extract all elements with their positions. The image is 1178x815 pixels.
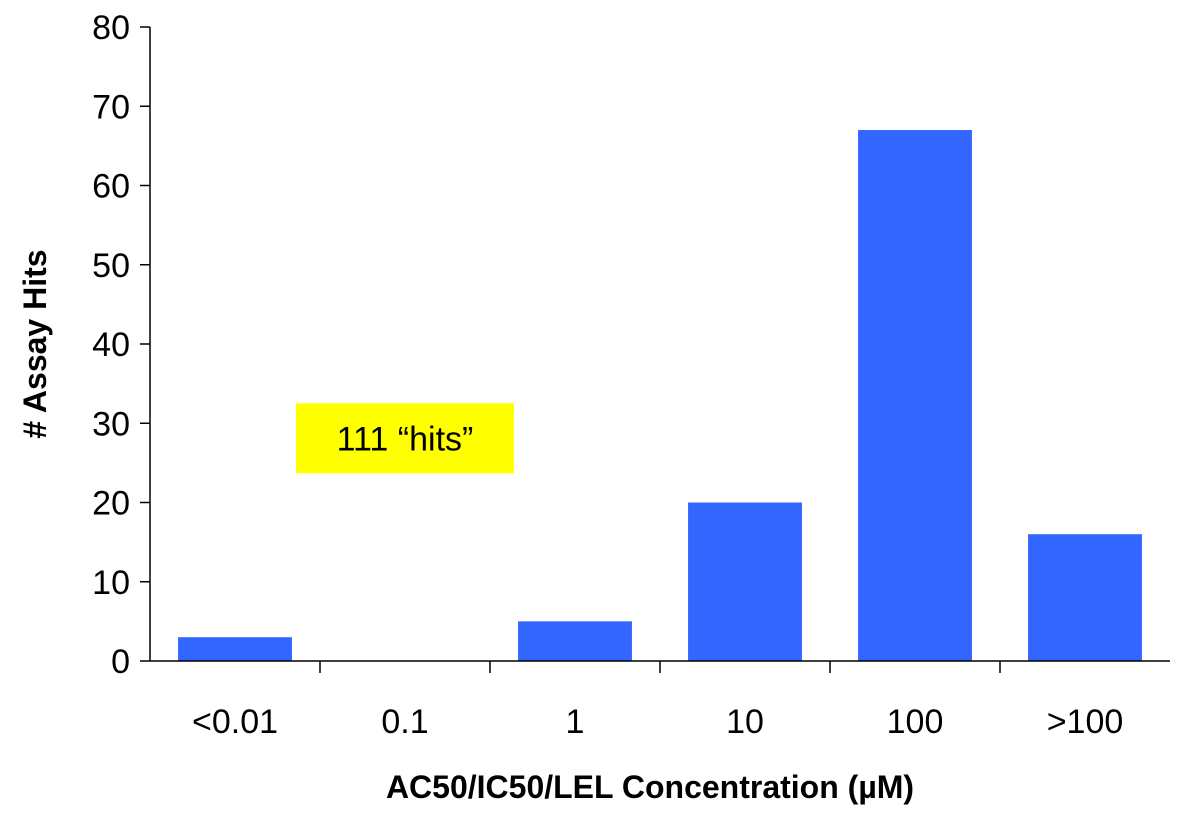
annotation-box: 111 “hits” [296,403,514,474]
annotation-background [296,403,514,474]
y-axis-ticks: 0 10 20 30 40 50 60 70 80 [92,9,150,681]
y-tick-label: 30 [92,405,130,443]
y-tick-label: 10 [92,564,130,602]
y-axis-title: # Assay Hits [17,249,53,438]
x-tick-label: <0.01 [192,703,278,741]
x-tick-label: 10 [726,703,764,741]
y-tick-label: 40 [92,326,130,364]
bar-100 [858,130,972,661]
bar-1 [518,621,632,661]
y-tick-label: 80 [92,9,130,47]
y-tick-label: 60 [92,168,130,206]
annotation-label: 111 “hits” [337,420,474,458]
bars [178,130,1142,661]
x-axis-ticks: <0.01 0.1 1 10 100 >100 [192,661,1123,741]
x-axis-title: AC50/IC50/LEL Concentration (µM) [386,769,914,805]
x-tick-label: 1 [566,703,585,741]
y-tick-label: 0 [111,643,130,681]
y-tick-label: 50 [92,247,130,285]
bar-100 [1028,534,1142,661]
x-tick-label: 0.1 [381,703,428,741]
x-tick-label: 100 [887,703,944,741]
y-tick-label: 70 [92,88,130,126]
y-tick-label: 20 [92,485,130,523]
bar-0.01 [178,637,292,661]
x-tick-label: >100 [1047,703,1124,741]
bar-10 [688,502,802,661]
